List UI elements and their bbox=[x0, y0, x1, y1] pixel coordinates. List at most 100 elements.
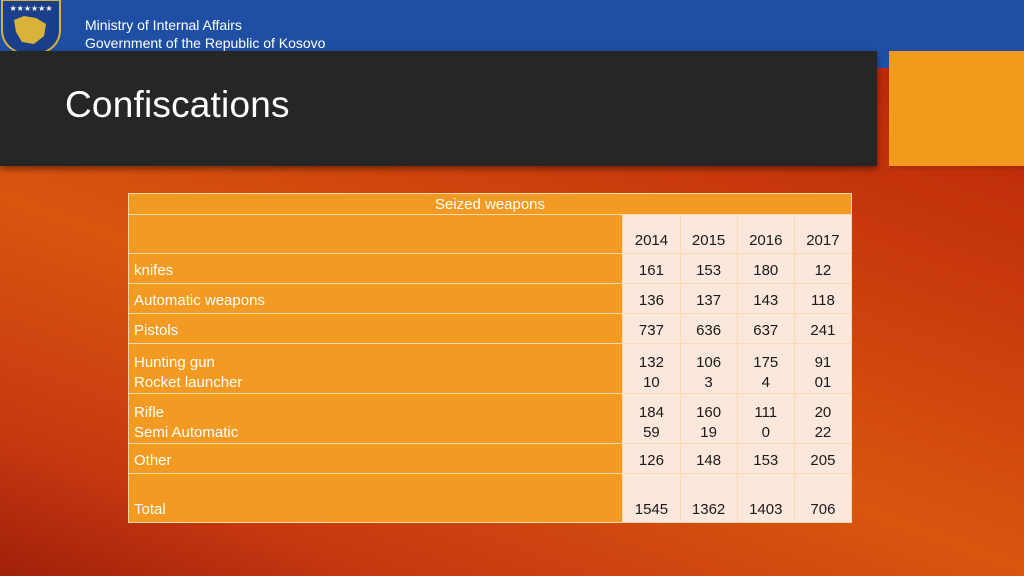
value-stack: 160 19 bbox=[681, 403, 737, 443]
value: 143 bbox=[753, 292, 779, 309]
value-cell: 12 bbox=[793, 253, 853, 284]
table-row: Rifle Semi Automatic 184 59 160 19 111 0 20… bbox=[127, 393, 853, 444]
total-value: 706 bbox=[810, 501, 836, 518]
value-cell: 636 bbox=[679, 313, 738, 344]
value-stack: 111 0 bbox=[738, 403, 794, 443]
value: 161 bbox=[638, 262, 664, 279]
value-cell: 175 4 bbox=[736, 343, 795, 394]
value-cell: 153 bbox=[736, 443, 795, 474]
value: 153 bbox=[696, 262, 722, 279]
table-row: Hunting gun Rocket launcher 132 10 106 3 1… bbox=[127, 343, 853, 394]
value-cell: 706 bbox=[793, 473, 853, 523]
row-label: Other bbox=[127, 443, 624, 474]
value: 737 bbox=[638, 322, 664, 339]
value: 205 bbox=[810, 452, 836, 469]
year-header: 2016 bbox=[736, 214, 795, 254]
ministry-heading: Ministry of Internal Affairs Government … bbox=[85, 16, 325, 52]
year-header: 2017 bbox=[793, 214, 853, 254]
total-value: 1545 bbox=[634, 501, 669, 518]
value: 4 bbox=[761, 374, 770, 391]
value-stack: 132 10 bbox=[623, 353, 679, 393]
label-stack: Rifle Semi Automatic bbox=[134, 403, 622, 443]
value-cell: 153 bbox=[679, 253, 738, 284]
value-cell: 737 bbox=[622, 313, 681, 344]
value-cell: 118 bbox=[793, 283, 853, 314]
value: 137 bbox=[696, 292, 722, 309]
value-stack: 184 59 bbox=[623, 403, 679, 443]
value: 111 bbox=[754, 404, 778, 421]
value-cell: 137 bbox=[679, 283, 738, 314]
value: 91 bbox=[814, 354, 832, 371]
year-label: 2016 bbox=[749, 232, 783, 249]
row-label: knifes bbox=[127, 253, 624, 284]
value-cell: 160 19 bbox=[679, 393, 738, 444]
table-row: Other 126 148 153 205 bbox=[127, 443, 853, 474]
category-label: Hunting gun bbox=[134, 354, 215, 371]
value: 636 bbox=[696, 322, 722, 339]
value: 180 bbox=[753, 262, 779, 279]
row-label: Rifle Semi Automatic bbox=[127, 393, 624, 444]
value-cell: 111 0 bbox=[736, 393, 795, 444]
value-stack: 91 01 bbox=[795, 353, 851, 393]
category-label: Semi Automatic bbox=[134, 424, 239, 441]
value-cell: 143 bbox=[736, 283, 795, 314]
value: 10 bbox=[643, 374, 660, 391]
category-label: Automatic weapons bbox=[134, 292, 265, 309]
value: 241 bbox=[810, 322, 836, 339]
value-cell: 1403 bbox=[736, 473, 795, 523]
value-cell: 136 bbox=[622, 283, 681, 314]
value-cell: 148 bbox=[679, 443, 738, 474]
value-cell: 205 bbox=[793, 443, 853, 474]
table-header-row: 2014 2015 2016 2017 bbox=[127, 214, 853, 254]
table-row: Pistols 737 636 637 241 bbox=[127, 313, 853, 344]
value-cell: 161 bbox=[622, 253, 681, 284]
value: 59 bbox=[643, 424, 660, 441]
seized-weapons-table: Seized weapons 2014 2015 2016 2017 knife… bbox=[127, 193, 853, 523]
value: 22 bbox=[814, 424, 832, 441]
year-header: 2015 bbox=[679, 214, 738, 254]
total-value: 1403 bbox=[749, 501, 783, 518]
value: 01 bbox=[814, 374, 832, 391]
value: 175 bbox=[753, 354, 779, 371]
table-row: Automatic weapons 136 137 143 118 bbox=[127, 283, 853, 314]
value: 148 bbox=[696, 452, 722, 469]
value-cell: 637 bbox=[736, 313, 795, 344]
value: 153 bbox=[753, 452, 779, 469]
header-empty-cell bbox=[127, 214, 624, 254]
value: 136 bbox=[638, 292, 664, 309]
total-label: Total bbox=[134, 501, 166, 518]
category-label: Other bbox=[134, 452, 172, 469]
year-label: 2017 bbox=[806, 232, 840, 249]
value-cell: 132 10 bbox=[622, 343, 681, 394]
value-cell: 180 bbox=[736, 253, 795, 284]
row-label: Total bbox=[127, 473, 624, 523]
value: 132 bbox=[638, 354, 664, 371]
value-cell: 91 01 bbox=[793, 343, 853, 394]
table-total-row: Total 1545 1362 1403 706 bbox=[127, 473, 853, 523]
value-stack: 106 3 bbox=[681, 353, 737, 393]
value: 12 bbox=[814, 262, 832, 279]
total-value: 1362 bbox=[691, 501, 726, 518]
value-stack: 20 22 bbox=[795, 403, 851, 443]
value-cell: 1545 bbox=[622, 473, 681, 523]
category-label: Rifle bbox=[134, 404, 165, 421]
value-stack: 175 4 bbox=[738, 353, 794, 393]
category-label: knifes bbox=[134, 262, 174, 279]
label-stack: Hunting gun Rocket launcher bbox=[134, 353, 622, 393]
kosovo-emblem-icon: ★★★★★★ bbox=[1, 0, 61, 56]
value-cell: 126 bbox=[622, 443, 681, 474]
row-label: Automatic weapons bbox=[127, 283, 624, 314]
year-label: 2014 bbox=[634, 232, 669, 249]
slide-title: Confiscations bbox=[65, 84, 290, 125]
row-label: Hunting gun Rocket launcher bbox=[127, 343, 624, 394]
value-cell: 1362 bbox=[679, 473, 738, 523]
value: 126 bbox=[638, 452, 664, 469]
value-cell: 106 3 bbox=[679, 343, 738, 394]
value: 106 bbox=[696, 354, 722, 371]
value: 160 bbox=[696, 404, 722, 421]
table-caption: Seized weapons bbox=[128, 193, 852, 215]
category-label: Rocket launcher bbox=[134, 374, 243, 391]
ministry-name: Ministry of Internal Affairs bbox=[85, 17, 242, 33]
year-header: 2014 bbox=[622, 214, 681, 254]
value: 19 bbox=[700, 424, 717, 441]
